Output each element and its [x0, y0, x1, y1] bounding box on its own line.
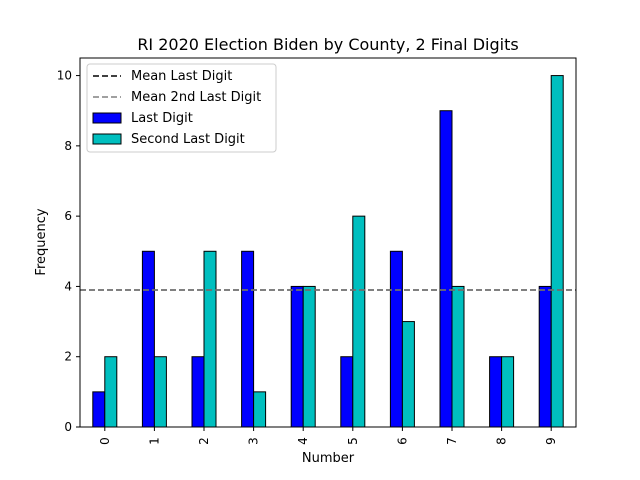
y-tick-label: 4: [64, 279, 72, 293]
legend-label: Mean Last Digit: [131, 69, 232, 84]
legend-label: Second Last Digit: [131, 132, 245, 147]
x-tick-label: 5: [346, 437, 360, 445]
bar-second-last-digit-7: [451, 285, 465, 428]
bar-second-last-digit-1: [153, 356, 167, 428]
bar-last-digit-7: [439, 110, 453, 428]
bar-second-last-digit-3: [253, 391, 267, 428]
y-tick-label: 8: [64, 139, 72, 153]
x-tick-label: 9: [544, 437, 558, 445]
plot-frame: [79, 57, 577, 428]
y-tick-label: 2: [64, 350, 72, 364]
bar-second-last-digit-4: [302, 285, 316, 428]
y-axis-label: Frequency: [34, 208, 49, 275]
legend: Mean Last Digit Mean 2nd Last Digit Last D…: [86, 63, 277, 153]
bar-second-last-digit-2: [203, 250, 217, 428]
x-tick-label: 6: [395, 437, 409, 445]
legend-label: Mean 2nd Last Digit: [131, 90, 261, 105]
bar-last-digit-2: [191, 356, 205, 428]
bar-last-digit-0: [92, 391, 106, 428]
x-tick-label: 1: [147, 437, 161, 445]
legend-frame: [86, 63, 277, 153]
x-tick-label: 7: [445, 437, 459, 445]
bar-last-digit-3: [241, 250, 255, 428]
x-axis-ticks: 0 1 2 3 4 5 6 7 8 9: [98, 427, 558, 445]
x-tick-label: 0: [98, 437, 112, 445]
bar-second-last-digit-6: [401, 321, 415, 428]
bar-last-digit-5: [340, 356, 354, 428]
legend-label: Last Digit: [131, 111, 193, 126]
y-tick-label: 6: [64, 209, 72, 223]
x-tick-label: 2: [197, 437, 211, 445]
bar-last-digit-6: [389, 250, 403, 428]
bar-second-last-digit-5: [352, 215, 366, 428]
legend-swatch-patch: [92, 112, 122, 124]
legend-swatch-patch: [92, 133, 122, 145]
x-tick-label: 8: [495, 437, 509, 445]
bar-last-digit-8: [489, 356, 503, 428]
y-tick-label: 10: [57, 69, 72, 83]
y-tick-label: 0: [64, 420, 72, 434]
bar-last-digit-4: [290, 285, 304, 428]
x-tick-label: 4: [296, 437, 310, 445]
bar-last-digit-1: [141, 250, 155, 428]
bar-second-last-digit-0: [104, 356, 118, 428]
bar-last-digit-9: [538, 285, 552, 428]
x-axis-label: Number: [302, 451, 355, 466]
y-axis-ticks: 0 2 4 6 8 10: [57, 69, 80, 434]
chart-title: RI 2020 Election Biden by County, 2 Fina…: [137, 35, 518, 54]
x-tick-label: 3: [247, 437, 261, 445]
bar-second-last-digit-8: [501, 356, 515, 428]
bar-second-last-digit-9: [550, 75, 564, 428]
